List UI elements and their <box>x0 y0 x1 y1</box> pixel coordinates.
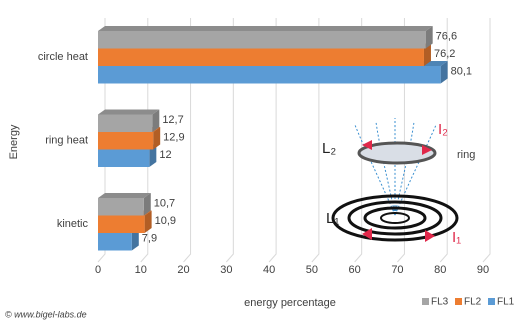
grid-line <box>439 18 448 263</box>
bar-side <box>440 61 448 84</box>
x-tick-label: 10 <box>135 264 147 276</box>
bar <box>98 66 441 84</box>
value-label: 12,7 <box>162 114 183 126</box>
bar <box>98 31 426 49</box>
value-label: 80,1 <box>451 66 472 78</box>
bar <box>98 215 145 233</box>
value-label: 10,7 <box>154 198 175 210</box>
value-label: 76,2 <box>434 48 455 60</box>
bar <box>98 114 153 132</box>
bar-side <box>144 210 152 233</box>
grid-line <box>397 18 405 263</box>
legend-label: FL2 <box>464 297 482 308</box>
legend-label: FL3 <box>431 297 449 308</box>
bar-side <box>423 43 431 66</box>
grid-line <box>354 18 363 263</box>
bar-side <box>143 193 151 216</box>
y-axis-label: Energy <box>8 124 20 159</box>
bar-top <box>98 109 160 115</box>
value-label: 10,9 <box>155 215 176 227</box>
bar-side <box>425 26 433 49</box>
bar <box>98 149 150 167</box>
illustration: L₂ I₂ ring L₁ I₁ <box>322 118 475 246</box>
bar <box>98 132 154 150</box>
credit: © www.bigel-labs.de <box>5 309 87 319</box>
legend-swatch <box>455 298 462 305</box>
bar <box>98 198 144 216</box>
x-tick-label: 30 <box>220 264 232 276</box>
grid-line <box>225 18 234 263</box>
annotation: I₂ <box>438 121 448 138</box>
grid-line <box>140 18 149 263</box>
legend-swatch <box>422 298 429 305</box>
grid-line <box>183 18 192 263</box>
y-tick-label: circle heat <box>38 51 88 63</box>
y-tick-label: ring heat <box>45 135 88 147</box>
grid-line <box>268 18 277 263</box>
legend-label: FL1 <box>497 297 515 308</box>
annotation: L₁ <box>326 210 339 227</box>
bar-side <box>153 127 161 150</box>
x-tick-label: 50 <box>306 264 318 276</box>
bar-top <box>98 193 151 198</box>
legend-swatch <box>488 298 495 305</box>
x-tick-label: 80 <box>434 264 446 276</box>
grid-line <box>311 18 320 263</box>
bar-side <box>149 144 157 167</box>
value-label: 12 <box>159 149 171 161</box>
grid-line <box>482 18 491 263</box>
bar-side <box>131 228 139 251</box>
x-tick-label: 60 <box>349 264 361 276</box>
bar-side <box>152 109 160 132</box>
x-tick-label: 70 <box>391 264 403 276</box>
plot: 0 10 20 30 40 50 60 70 80 90 circle heat 80,1 76,2 76… <box>38 18 515 308</box>
x-tick-label: 20 <box>177 264 189 276</box>
bar <box>98 48 424 66</box>
value-label: 76,6 <box>436 31 457 43</box>
x-axis-label: energy percentage <box>244 297 336 309</box>
x-tick-label: 90 <box>477 264 489 276</box>
value-label: 12,9 <box>163 132 184 144</box>
grid-line <box>97 18 106 263</box>
x-tick-label: 0 <box>95 264 101 276</box>
bar-top <box>98 26 433 31</box>
annotation: I₁ <box>452 229 461 246</box>
y-tick-label: kinetic <box>57 218 89 230</box>
annotation: ring <box>457 149 475 161</box>
annotation: L₂ <box>322 140 336 157</box>
value-label: 7,9 <box>142 233 157 245</box>
x-tick-label: 40 <box>263 264 275 276</box>
bar <box>98 233 132 251</box>
